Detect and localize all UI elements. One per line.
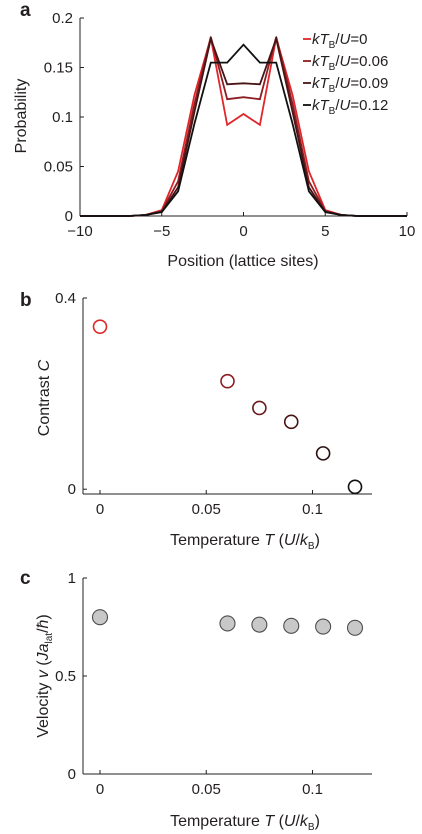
panel-b-data-point-2	[252, 400, 267, 416]
panel-a-x-tick-label: 10	[399, 223, 416, 240]
panel-b-y-axis-label: Contrast C	[36, 359, 53, 436]
panel-a-y-tick-label: 0.15	[44, 60, 73, 77]
panel-a-legend-label-0: kTB/U=0	[312, 31, 367, 51]
panel-a-y-tick-label: 0.2	[52, 10, 73, 27]
panel-c-x-tick-label: 0	[96, 781, 104, 798]
panel-b-data-point-1	[220, 373, 235, 389]
panel-b-data-point-3	[283, 414, 299, 430]
panel-a-series-line-3	[80, 43, 407, 217]
panel-c: 0 0.05 0.1 0 0.5 1 Temperature T (U/kB) Veloc…	[35, 570, 372, 833]
panel-a-x-tick-label: 0	[239, 223, 247, 240]
panel-c-data-point-5	[346, 619, 364, 636]
panel-c-x-axis-label: Temperature T (U/kB)	[170, 813, 320, 833]
panel-c-y-tick-label: 0.5	[55, 668, 76, 685]
panel-b-data-point-0	[92, 319, 108, 334]
panel-b-x-tick-label: 0	[96, 501, 104, 518]
panel-a-y-tick-label: 0.05	[44, 159, 73, 176]
panel-c-y-axis-label: Velocity v (Jalat/ħ)	[35, 614, 55, 738]
panel-b-x-tick-label: 0.1	[302, 501, 323, 518]
panel-c-data-point-1	[219, 615, 236, 632]
panel-c-data-point-3	[283, 617, 300, 634]
panel-letter-b: b	[20, 290, 32, 311]
panel-b-x-axis-label: Temperature T (U/kB)	[170, 532, 320, 552]
panel-a-y-axis-label: Probability	[13, 79, 30, 154]
panel-b-y-tick-label: 0.4	[55, 290, 76, 307]
panel-b: 0 0.05 0.1 0 0.4 Temperature T (U/kB) Contra…	[36, 290, 372, 552]
panel-letter-a: a	[20, 0, 31, 21]
panel-c-x-tick-label: 0.05	[192, 781, 221, 798]
panel-b-data-point-5	[347, 479, 363, 495]
panel-a-y-tick-label: 0	[65, 208, 73, 225]
panel-a-x-tick-label: 5	[321, 223, 329, 240]
panel-letter-c: c	[20, 568, 31, 589]
panel-a-legend-label-1: kTB/U=0.06	[312, 53, 388, 73]
panel-c-data-point-2	[251, 616, 268, 633]
panel-b-data-point-4	[315, 446, 331, 461]
panel-c-x-tick-label: 0.1	[302, 781, 323, 798]
panel-a-legend-label-3: kTB/U=0.12	[312, 97, 388, 117]
panel-c-data-point-0	[91, 609, 109, 626]
panel-a-x-tick-label: −10	[67, 223, 92, 240]
panel-b-y-tick-label: 0	[68, 481, 76, 498]
panel-a-y-tick-label: 0.1	[52, 109, 73, 126]
panel-c-y-tick-label: 0	[68, 766, 76, 783]
panel-c-data-point-4	[315, 618, 332, 635]
panel-a-x-tick-label: −5	[153, 223, 170, 240]
panel-b-x-tick-label: 0.05	[192, 501, 221, 518]
panel-c-y-tick-label: 1	[68, 570, 76, 587]
panel-a-x-axis-label: Position (lattice sites)	[167, 253, 318, 270]
panel-a-legend-label-2: kTB/U=0.09	[312, 75, 388, 95]
